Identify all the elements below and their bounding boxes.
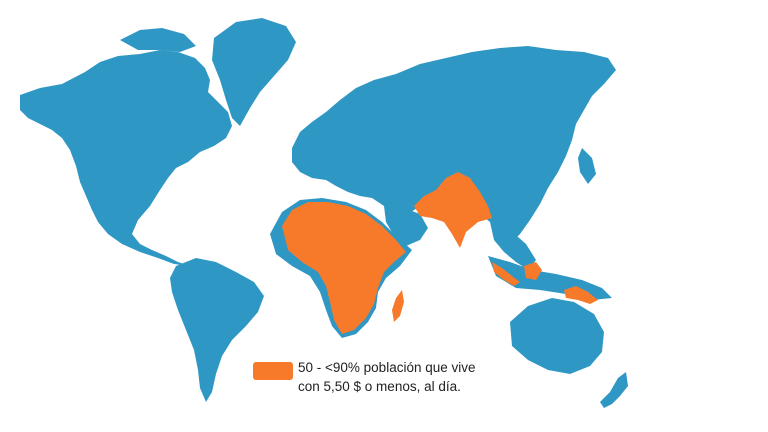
- legend-swatch: [253, 362, 293, 380]
- greenland-region: [212, 18, 296, 126]
- arctic-islands-region: [120, 28, 196, 52]
- south-america-region: [170, 258, 264, 402]
- legend-line-2: con 5,50 $ o menos, al día.: [298, 379, 461, 394]
- new-guinea-highlight: [564, 286, 598, 304]
- south-asia-highlight: [414, 172, 492, 248]
- madagascar-highlight: [392, 290, 404, 322]
- southeast-asia-region: [490, 222, 536, 270]
- new-zealand-region: [600, 372, 628, 408]
- australia-region: [510, 298, 604, 374]
- japan-region: [578, 148, 596, 184]
- borneo-highlight: [524, 262, 542, 280]
- legend-line-1: 50 - <90% población que vive: [298, 360, 476, 375]
- eurasia-region: [292, 46, 616, 244]
- north-america-region: [20, 50, 232, 266]
- legend-text: 50 - <90% población que vive con 5,50 $ …: [298, 358, 476, 396]
- africa-highlight: [282, 202, 406, 334]
- sumatra-highlight: [492, 262, 520, 286]
- map-legend: 50 - <90% población que vive con 5,50 $ …: [253, 358, 513, 398]
